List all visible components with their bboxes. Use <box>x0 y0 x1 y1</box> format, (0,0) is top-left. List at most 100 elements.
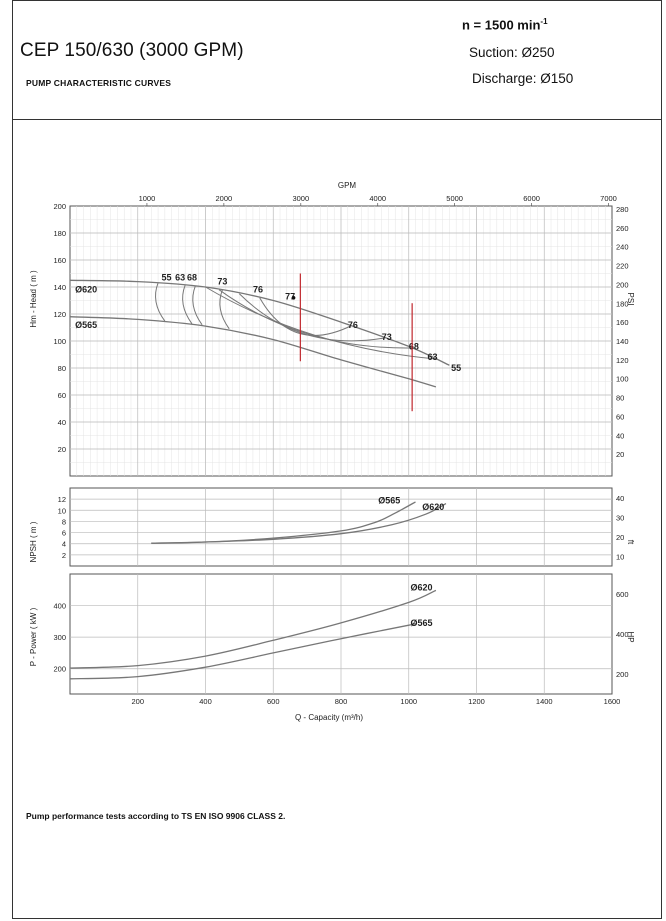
power-curve-Ø620 <box>69 589 437 669</box>
efficiency-label: 68 <box>187 273 197 283</box>
npsh-right-label: ft <box>626 540 635 545</box>
head-right-tick: 160 <box>616 318 629 327</box>
head-y-tick: 180 <box>53 229 66 238</box>
power-y-label: P - Power ( kW ) <box>29 607 38 666</box>
npsh-y-tick: 4 <box>62 540 66 549</box>
gpm-axis-label: GPM <box>338 181 357 190</box>
efficiency-iso-line <box>155 282 166 322</box>
efficiency-label: 73 <box>217 277 227 287</box>
head-y-tick: 80 <box>58 364 66 373</box>
power-panel <box>69 573 613 695</box>
npsh-y-tick: 12 <box>58 495 66 504</box>
efficiency-iso-line <box>259 297 352 336</box>
head-right-tick: 60 <box>616 412 624 421</box>
head-right-tick: 140 <box>616 337 629 346</box>
head-right-tick: 40 <box>616 431 624 440</box>
capacity-tick: 1200 <box>468 697 485 706</box>
npsh-y-tick: 10 <box>58 506 66 515</box>
capacity-axis-label: Q - Capacity (m³/h) <box>295 713 363 722</box>
head-right-tick: 120 <box>616 356 629 365</box>
efficiency-label: 63 <box>175 273 185 283</box>
speed-exponent: -1 <box>540 17 548 26</box>
head-y-tick: 160 <box>53 256 66 265</box>
head-y-tick: 40 <box>58 418 66 427</box>
efficiency-label: 76 <box>253 285 263 295</box>
head-right-tick: 180 <box>616 299 629 308</box>
efficiency-iso-line <box>182 284 193 325</box>
gpm-tick: 3000 <box>292 194 309 203</box>
head-y-tick: 60 <box>58 391 66 400</box>
power-right-tick: 600 <box>616 590 629 599</box>
npsh-y-label: NPSH ( m ) <box>29 521 38 562</box>
capacity-tick: 400 <box>199 697 212 706</box>
head-curve-Ø620 <box>69 279 450 366</box>
efficiency-iso-line <box>192 285 203 326</box>
npsh-panel <box>69 487 613 567</box>
efficiency-iso-line <box>205 286 436 360</box>
chart-subtitle: PUMP CHARACTERISTIC CURVES <box>26 78 172 88</box>
head-right-tick: 20 <box>616 450 624 459</box>
npsh-right-tick: 20 <box>616 533 624 542</box>
head-right-tick: 200 <box>616 280 629 289</box>
capacity-tick: 600 <box>267 697 280 706</box>
head-right-tick: 220 <box>616 262 629 271</box>
speed-rating: n = 1500 min-1 <box>462 17 548 32</box>
efficiency-label: 68 <box>409 341 419 351</box>
gpm-tick: 7000 <box>600 194 617 203</box>
efficiency-iso-line <box>218 289 413 349</box>
head-y-tick: 20 <box>58 445 66 454</box>
power-right-tick: 400 <box>616 630 629 639</box>
npsh-right-tick: 30 <box>616 513 624 522</box>
test-standard-note: Pump performance tests according to TS E… <box>26 811 286 821</box>
efficiency-label: 55 <box>162 273 172 283</box>
npsh-curve-label: Ø620 <box>422 502 444 512</box>
npsh-y-tick: 8 <box>62 517 66 526</box>
gpm-tick: 2000 <box>216 194 233 203</box>
head-right-tick: 100 <box>616 375 629 384</box>
head-curve-Ø565 <box>69 316 437 388</box>
efficiency-label: 76 <box>348 320 358 330</box>
power-y-tick: 300 <box>53 633 66 642</box>
power-curve-label: Ø565 <box>410 618 432 628</box>
npsh-right-tick: 40 <box>616 494 624 503</box>
efficiency-label: 77 <box>285 291 295 301</box>
gpm-tick: 4000 <box>369 194 386 203</box>
head-curve-label: Ø565 <box>75 320 97 330</box>
gpm-tick: 6000 <box>523 194 540 203</box>
power-curve-label: Ø620 <box>410 582 432 592</box>
head-y-tick: 120 <box>53 310 66 319</box>
npsh-y-tick: 2 <box>62 551 66 560</box>
head-y-tick: 140 <box>53 283 66 292</box>
head-right-label: PSI <box>626 293 635 306</box>
bep-marker <box>291 296 296 300</box>
efficiency-iso-line <box>239 293 386 342</box>
head-curve-label: Ø620 <box>75 285 97 295</box>
gpm-tick: 1000 <box>139 194 156 203</box>
power-right-label: HP <box>626 631 635 642</box>
head-right-tick: 260 <box>616 224 629 233</box>
power-y-tick: 400 <box>53 602 66 611</box>
npsh-y-tick: 6 <box>62 529 66 538</box>
npsh-curve-Ø620 <box>151 503 447 544</box>
head-right-tick: 280 <box>616 205 629 214</box>
head-y-label: Hm - Head ( m ) <box>29 270 38 328</box>
efficiency-iso-line <box>219 289 230 330</box>
discharge-size: Discharge: Ø150 <box>472 71 574 86</box>
efficiency-label: 73 <box>382 332 392 342</box>
capacity-tick: 1400 <box>536 697 553 706</box>
suction-size: Suction: Ø250 <box>469 45 555 60</box>
capacity-tick: 200 <box>131 697 144 706</box>
header-divider <box>12 119 662 120</box>
power-right-tick: 200 <box>616 670 629 679</box>
npsh-curve-label: Ø565 <box>378 495 400 505</box>
head-y-tick: 200 <box>53 202 66 211</box>
efficiency-label: 55 <box>451 363 461 373</box>
capacity-tick: 800 <box>335 697 348 706</box>
speed-text: n = 1500 min <box>462 17 541 33</box>
head-y-tick: 100 <box>53 337 66 346</box>
capacity-tick: 1600 <box>604 697 621 706</box>
capacity-tick: 1000 <box>400 697 417 706</box>
datasheet-frame <box>12 0 662 919</box>
efficiency-label: 63 <box>427 352 437 362</box>
